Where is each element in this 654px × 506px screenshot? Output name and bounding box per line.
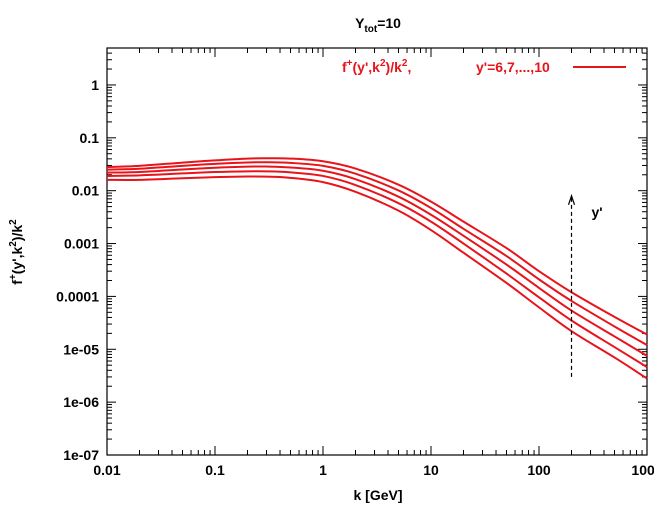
x-ticks: 0.01 0.1 1 10 100 1000 [93,48,654,478]
series-group [106,157,648,380]
y-tick-label: 0.001 [64,236,99,252]
chart-title-base: Y [355,15,365,31]
x-tick-label: 0.01 [93,462,120,478]
x-tick-label: 1 [319,462,327,478]
y-ticks: 1 0.1 0.01 0.001 0.0001 1e-05 1e-06 1e-07 [56,47,647,463]
ylabel-k2-sup: 2 [8,219,19,225]
x-tick-label: 1000 [631,462,654,478]
series-line-2 [106,170,648,368]
legend-comma: , [407,59,411,75]
chart-title: Ytot=10 [355,15,401,35]
y-tick-label: 1e-06 [63,394,99,410]
annotation-label: y' [592,204,603,220]
legend-values: y'=6,7,...,10 [476,59,550,75]
chart-title-sub: tot [364,24,377,35]
legend-div: )/k [386,59,403,75]
ylabel-div: )/k [9,225,25,242]
chart-title-rest: =10 [377,15,401,31]
ylabel-f-sup: + [8,274,19,280]
legend-label: f+(y',k2)/k2, [342,58,411,75]
x-tick-label: 100 [527,462,551,478]
legend-k-sup: 2 [380,58,386,69]
y-tick-label: 0.0001 [56,288,99,304]
series-line-5 [106,157,648,336]
legend-k2-sup: 2 [402,58,408,69]
y-tick-label: 1e-05 [63,341,99,357]
legend-f-sup: + [347,58,353,69]
legend-f: f [342,59,347,75]
x-axis-label: k [GeV] [353,487,402,503]
ylabel-k-sup: 2 [8,241,19,247]
x-tick-label: 10 [423,462,439,478]
x-tick-label: 0.1 [205,462,225,478]
series-line-4 [106,161,648,346]
legend: f+(y',k2)/k2, y'=6,7,...,10 [342,58,626,75]
y-tick-label: 1 [91,77,99,93]
ylabel-f: f [9,280,25,285]
y-tick-label: 0.01 [72,183,99,199]
legend-args: (y',k [353,59,381,75]
series-line-3 [106,165,648,357]
y-tick-label: 0.1 [80,130,100,146]
annotation-arrowhead [567,193,576,205]
series-line-1 [106,175,648,380]
annotation: y' [567,193,603,377]
y-tick-label: 1e-07 [63,447,99,463]
ylabel-args: (y',k [9,247,25,275]
plot-frame [106,47,648,456]
y-axis-label: f+(y',k2)/k2 [8,219,25,285]
